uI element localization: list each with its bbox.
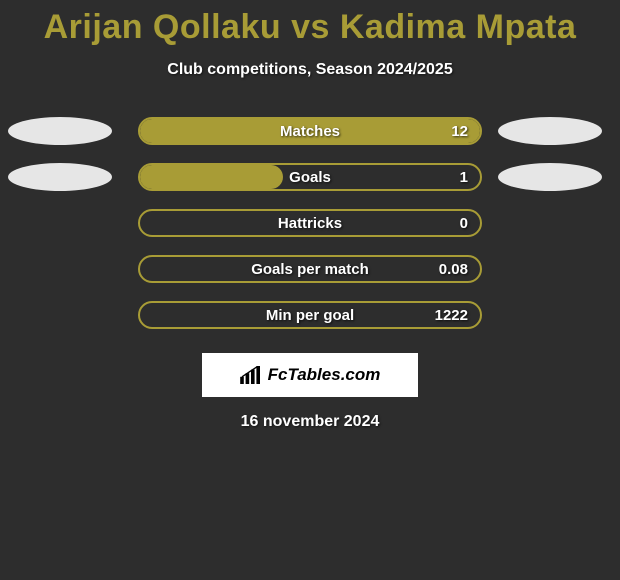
player1-marker <box>8 117 112 145</box>
stat-row: Min per goal1222 <box>0 301 620 329</box>
title: Arijan Qollaku vs Kadima Mpata <box>0 8 620 47</box>
stat-value: 1 <box>460 165 468 189</box>
stats-list: Matches12 Goals1 Hattricks0 Goals per match… <box>0 117 620 329</box>
stat-row: Goals per match0.08 <box>0 255 620 283</box>
stat-bar: Min per goal1222 <box>138 301 482 329</box>
date: 16 november 2024 <box>0 413 620 431</box>
stat-label: Matches <box>140 119 480 143</box>
stat-bar: Matches12 <box>138 117 482 145</box>
stat-label: Goals <box>140 165 480 189</box>
stat-label: Min per goal <box>140 303 480 327</box>
stat-row: Matches12 <box>0 117 620 145</box>
comparison-card: Arijan Qollaku vs Kadima Mpata Club comp… <box>0 0 620 431</box>
subtitle: Club competitions, Season 2024/2025 <box>0 61 620 79</box>
player2-marker <box>498 117 602 145</box>
player2-marker <box>498 163 602 191</box>
stat-value: 1222 <box>435 303 468 327</box>
brand-logo[interactable]: FcTables.com <box>202 353 418 397</box>
player1-marker <box>8 163 112 191</box>
brand-text: FcTables.com <box>268 365 381 385</box>
stat-bar: Hattricks0 <box>138 209 482 237</box>
chart-icon <box>240 366 262 384</box>
stat-bar: Goals1 <box>138 163 482 191</box>
stat-value: 0.08 <box>439 257 468 281</box>
player1-name: Arijan Qollaku <box>44 8 282 46</box>
stat-row: Goals1 <box>0 163 620 191</box>
stat-value: 0 <box>460 211 468 235</box>
player2-name: Kadima Mpata <box>340 8 577 46</box>
stat-label: Hattricks <box>140 211 480 235</box>
vs-separator: vs <box>291 8 330 46</box>
stat-row: Hattricks0 <box>0 209 620 237</box>
stat-value: 12 <box>451 119 468 143</box>
stat-label: Goals per match <box>140 257 480 281</box>
stat-bar: Goals per match0.08 <box>138 255 482 283</box>
